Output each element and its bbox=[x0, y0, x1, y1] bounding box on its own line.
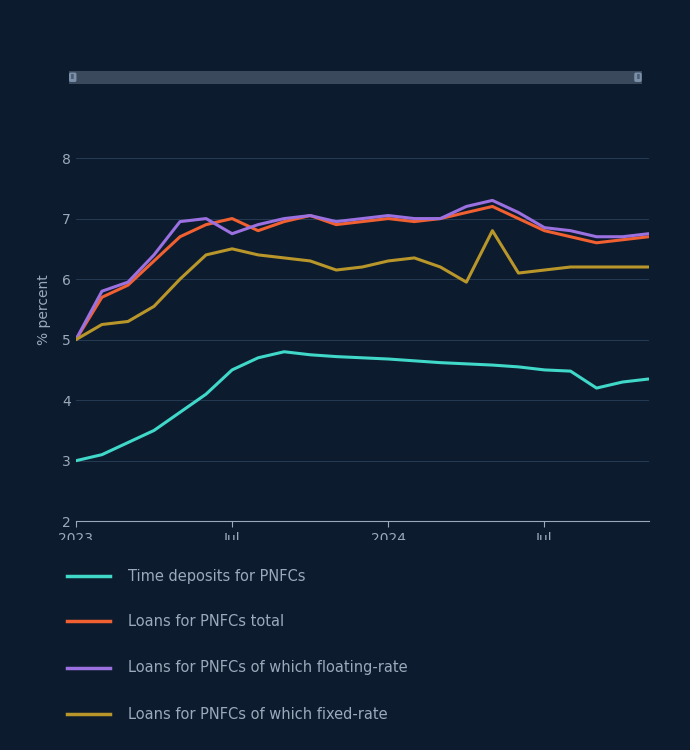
Text: Loans for PNFCs total: Loans for PNFCs total bbox=[128, 614, 284, 628]
Text: Loans for PNFCs of which fixed-rate: Loans for PNFCs of which fixed-rate bbox=[128, 706, 388, 722]
Text: Time deposits for PNFCs: Time deposits for PNFCs bbox=[128, 569, 306, 584]
Text: II: II bbox=[636, 74, 640, 80]
Y-axis label: % percent: % percent bbox=[37, 274, 51, 345]
Text: II: II bbox=[70, 74, 75, 80]
Text: Loans for PNFCs of which floating-rate: Loans for PNFCs of which floating-rate bbox=[128, 660, 408, 675]
